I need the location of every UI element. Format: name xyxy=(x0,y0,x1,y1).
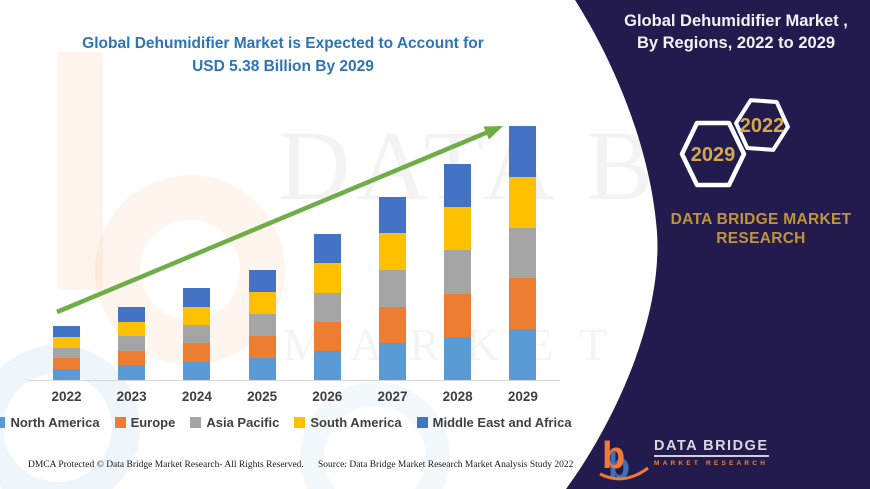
source-note: Source: Data Bridge Market Research Mark… xyxy=(318,460,574,470)
legend-label: Europe xyxy=(130,415,176,430)
bar-segment-2029-middle-east-and-africa xyxy=(509,126,537,177)
bar-segment-2029-europe xyxy=(509,278,537,330)
legend-label: South America xyxy=(310,415,402,430)
logo-name: DATA BRIDGE xyxy=(654,438,769,457)
legend-label: Asia Pacific xyxy=(206,415,280,430)
legend-label: Middle East and Africa xyxy=(432,415,572,430)
svg-text:b: b xyxy=(602,435,625,477)
bar-segment-2023-north-america xyxy=(118,365,146,380)
bar-segment-2029-north-america xyxy=(509,329,537,380)
chart-title: Global Dehumidifier Market is Expected t… xyxy=(0,32,566,78)
bar-2029 xyxy=(509,126,537,380)
legend-item-south-america: South America xyxy=(294,415,402,430)
legend-swatch xyxy=(0,417,6,428)
year-label-2026: 2026 xyxy=(312,389,343,404)
legend-item-asia-pacific: Asia Pacific xyxy=(190,415,279,430)
dmca-notice: DMCA Protected © Data Bridge Market Rese… xyxy=(28,460,304,470)
brand-text: DATA BRIDGE MARKET RESEARCH xyxy=(652,210,870,248)
logo-subtitle: MARKET RESEARCH xyxy=(654,460,769,467)
hexagon-years: 2029 2022 xyxy=(679,98,790,188)
bar-segment-2029-south-america xyxy=(509,176,537,228)
legend-swatch xyxy=(294,417,306,428)
year-label-2028: 2028 xyxy=(442,389,473,404)
bar-segment-2029-asia-pacific xyxy=(509,227,537,279)
bar-segment-2025-europe xyxy=(248,335,276,358)
bar-segment-2022-asia-pacific xyxy=(53,347,80,359)
panel-title: Global Dehumidifier Market , By Regions,… xyxy=(610,10,862,54)
hexagon-2022 xyxy=(734,98,790,152)
hexagon-year-2029: 2029 xyxy=(691,144,736,166)
data-bridge-logo-icon: b b xyxy=(598,430,650,486)
bar-segment-2023-south-america xyxy=(118,321,146,337)
svg-text:b: b xyxy=(608,445,630,482)
brand-line1: DATA BRIDGE MARKET xyxy=(670,211,852,228)
year-label-2025: 2025 xyxy=(247,389,278,404)
bar-segment-2022-north-america xyxy=(53,369,80,380)
panel-title-line2: By Regions, 2022 to 2029 xyxy=(636,34,836,52)
panel-title-line1: Global Dehumidifier Market , xyxy=(624,12,848,30)
bar-segment-2025-asia-pacific xyxy=(248,313,276,336)
bar-segment-2022-europe xyxy=(53,358,80,370)
bar-segment-2023-asia-pacific xyxy=(118,336,146,351)
legend-item-middle-east-and-africa: Middle East and Africa xyxy=(416,415,572,430)
bar-segment-2022-south-america xyxy=(53,336,80,348)
bar-2023 xyxy=(118,307,146,380)
legend-swatch xyxy=(114,417,126,428)
hexagon-2029 xyxy=(679,120,747,188)
legend-swatch xyxy=(190,417,202,428)
bar-segment-2024-north-america xyxy=(183,361,211,380)
year-label-2023: 2023 xyxy=(116,389,147,404)
bar-2022 xyxy=(53,326,80,380)
bar-segment-2026-north-america xyxy=(313,350,341,380)
year-label-2022: 2022 xyxy=(51,389,82,404)
chart-title-line2: USD 5.38 Billion By 2029 xyxy=(192,58,374,75)
hexagon-year-2022: 2022 xyxy=(740,115,785,137)
bar-segment-2027-north-america xyxy=(379,343,406,380)
brand-line2: RESEARCH xyxy=(716,230,806,247)
chart-legend: North America Europe Asia Pacific South Ame… xyxy=(0,415,572,430)
bar-segment-2022-middle-east-and-africa xyxy=(53,326,80,337)
year-label-2029: 2029 xyxy=(507,389,538,404)
bar-segment-2026-europe xyxy=(313,321,341,351)
legend-item-north-america: North America xyxy=(0,415,100,430)
chart-title-line1: Global Dehumidifier Market is Expected t… xyxy=(82,35,484,52)
x-axis-line xyxy=(28,380,560,381)
bar-segment-2024-asia-pacific xyxy=(183,325,211,344)
legend-label: North America xyxy=(10,415,100,430)
bar-segment-2024-europe xyxy=(183,343,211,362)
year-label-2027: 2027 xyxy=(377,389,408,404)
bar-segment-2023-europe xyxy=(118,350,146,366)
bar-segment-2028-north-america xyxy=(444,336,472,380)
data-bridge-logo-text: DATA BRIDGE MARKET RESEARCH xyxy=(654,438,769,467)
legend-item-europe: Europe xyxy=(114,415,176,430)
legend-swatch xyxy=(416,417,428,428)
year-label-2024: 2024 xyxy=(181,389,212,404)
data-bridge-logo: b b DATA BRIDGE MARKET RESEARCH xyxy=(598,430,769,486)
bar-segment-2025-north-america xyxy=(248,357,276,380)
